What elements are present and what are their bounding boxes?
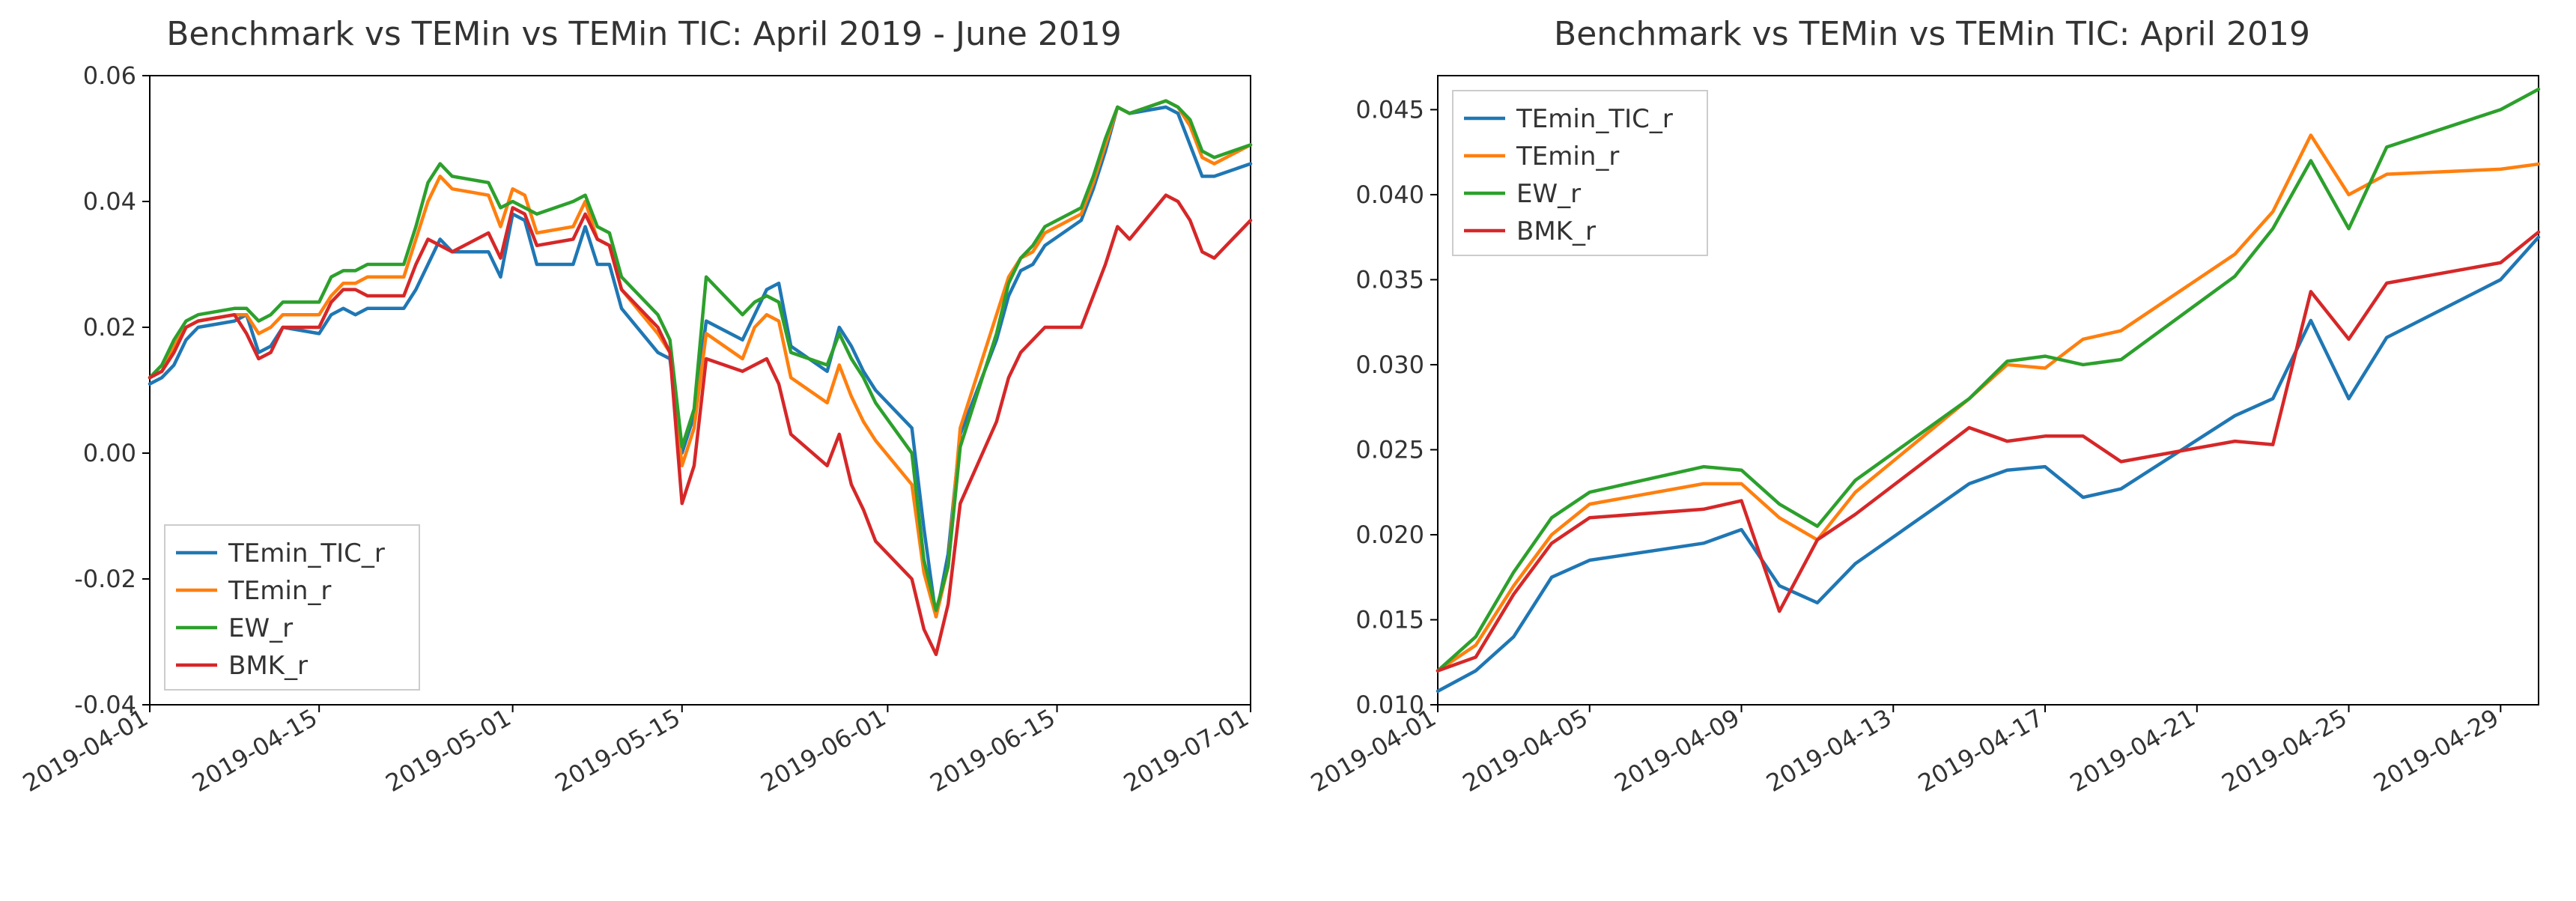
x-tick-label: 2019-04-25 <box>2217 703 2351 798</box>
x-tick-label: 2019-04-13 <box>1761 703 1896 798</box>
y-tick-label: 0.04 <box>83 187 136 216</box>
y-tick-label: -0.02 <box>74 565 136 593</box>
legend-label: EW_r <box>1516 179 1581 209</box>
legend-label: BMK_r <box>1516 216 1596 246</box>
legend-label: BMK_r <box>228 651 308 681</box>
y-tick-label: 0.020 <box>1355 521 1424 549</box>
legend-label: TEmin_r <box>1516 142 1619 172</box>
y-tick-label: 0.045 <box>1355 95 1424 124</box>
legend-label: TEmin_TIC_r <box>228 539 385 568</box>
x-tick-label: 2019-04-21 <box>2065 703 2200 798</box>
x-tick-label: 2019-07-01 <box>1119 703 1254 798</box>
y-tick-label: 0.030 <box>1355 351 1424 379</box>
legend-label: TEmin_r <box>228 576 331 606</box>
legend-label: EW_r <box>228 613 293 643</box>
chart-left-panel: Benchmark vs TEMin vs TEMin TIC: April 2… <box>15 15 1273 884</box>
y-tick-label: 0.00 <box>83 439 136 467</box>
x-tick-label: 2019-04-05 <box>1458 703 1593 798</box>
x-tick-label: 2019-06-15 <box>925 703 1060 798</box>
y-tick-label: 0.02 <box>83 313 136 342</box>
x-tick-label: 2019-04-29 <box>2369 703 2503 798</box>
y-tick-label: 0.06 <box>83 61 136 90</box>
x-tick-label: 2019-05-15 <box>550 703 685 798</box>
chart-right-panel: Benchmark vs TEMin vs TEMin TIC: April 2… <box>1303 15 2561 884</box>
x-tick-label: 2019-05-01 <box>381 703 516 798</box>
y-tick-label: 0.040 <box>1355 180 1424 209</box>
chart-right-title: Benchmark vs TEMin vs TEMin TIC: April 2… <box>1303 15 2561 53</box>
x-tick-label: 2019-06-01 <box>756 703 890 798</box>
x-tick-label: 2019-04-15 <box>187 703 322 798</box>
y-tick-label: 0.025 <box>1355 435 1424 464</box>
x-tick-label: 2019-04-17 <box>1913 703 2048 798</box>
chart-left-title: Benchmark vs TEMin vs TEMin TIC: April 2… <box>15 15 1273 53</box>
x-tick-label: 2019-04-09 <box>1609 703 1744 798</box>
legend-label: TEmin_TIC_r <box>1516 104 1673 134</box>
y-tick-label: 0.015 <box>1355 605 1424 634</box>
chart-left-svg: -0.04-0.020.000.020.040.062019-04-012019… <box>15 61 1273 855</box>
charts-container: Benchmark vs TEMin vs TEMin TIC: April 2… <box>15 15 2561 884</box>
y-tick-label: 0.035 <box>1355 265 1424 294</box>
chart-right-svg: 0.0100.0150.0200.0250.0300.0350.0400.045… <box>1303 61 2561 855</box>
